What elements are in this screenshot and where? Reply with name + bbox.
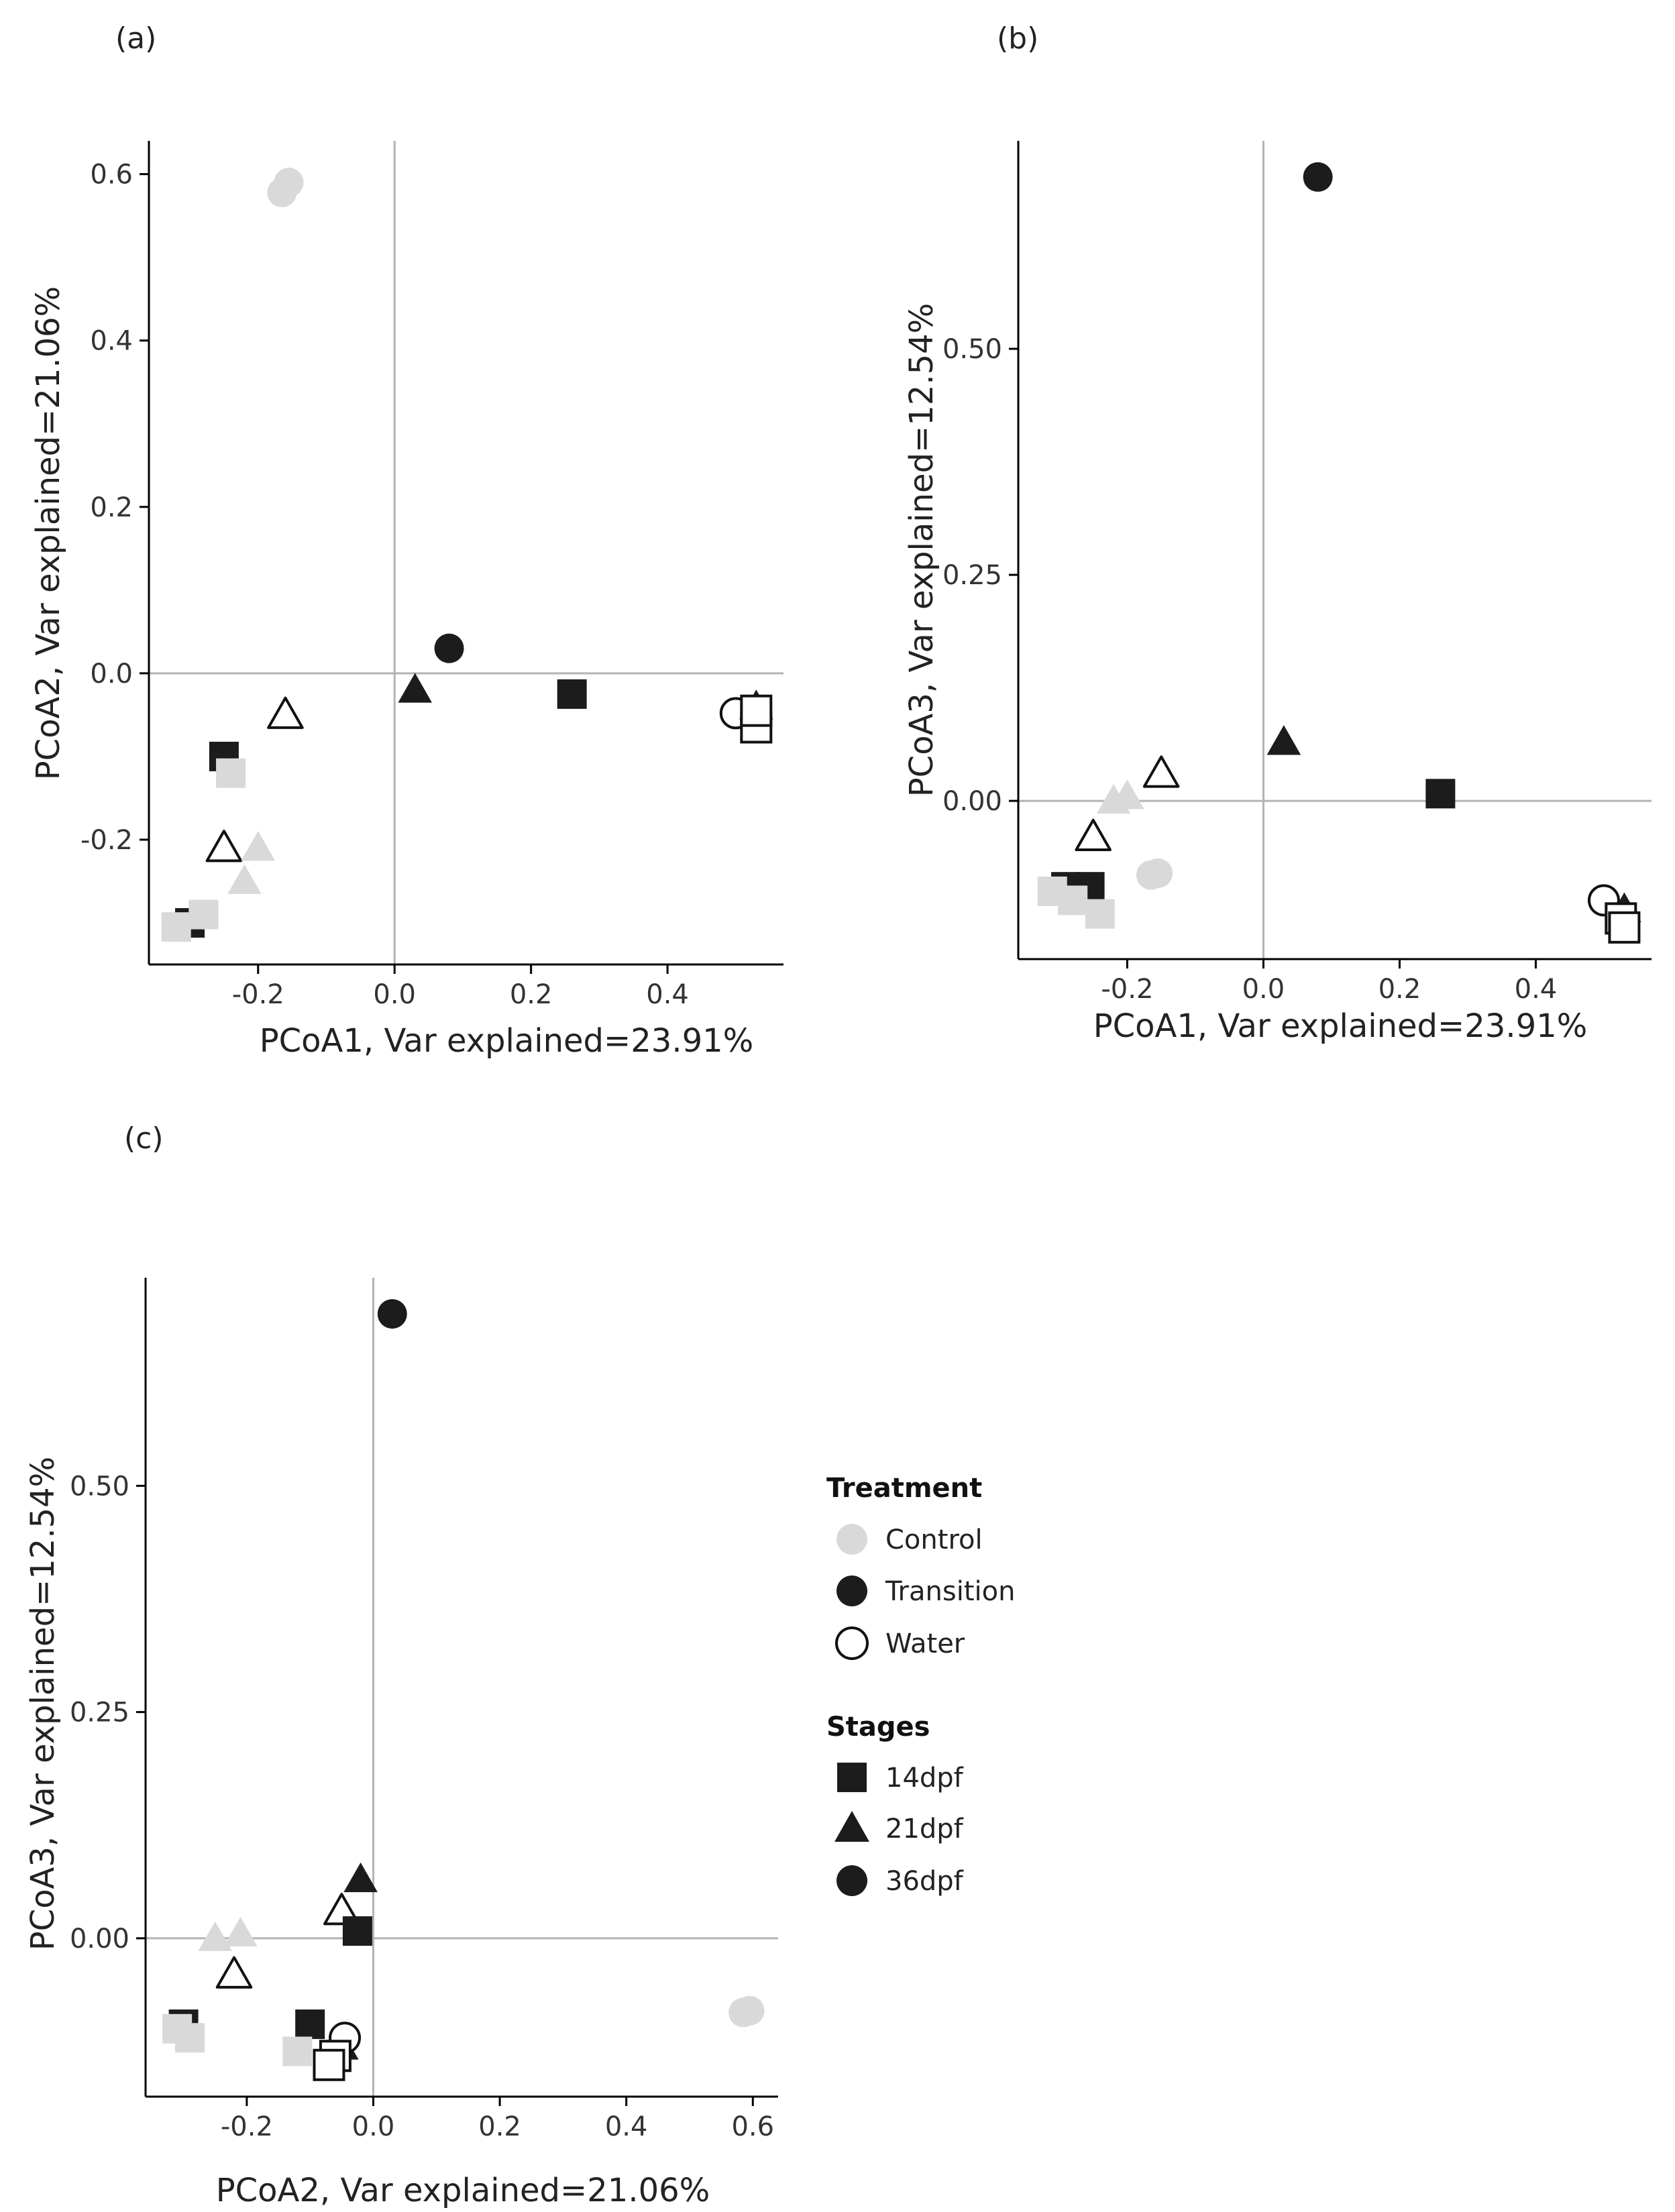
panel-b-x-tick-label: -0.2 [1101,974,1153,1005]
panel-b-x-tick-label: 0.2 [1379,974,1421,1005]
panel-b-point-control-circle [1143,858,1173,888]
legend-item-36dpf: 36dpf [836,1865,964,1897]
panel-a-x-tick-label: 0.4 [646,979,689,1010]
legend-swatch-transition [836,1575,867,1606]
panel-c-x-tick-label: 0.0 [352,2111,395,2142]
panel-b-x-tick-label: 0.0 [1242,974,1285,1005]
panel-a: (a) -0.2 0.0 0.2 0.4 -0.2 0.0 0.2 0.4 0.6 PCoA1,… [30,21,784,1060]
legend-swatch-water [835,1626,869,1660]
panel-c-point-control-square [175,2023,205,2053]
legend-swatch-square [837,1763,867,1792]
panel-c-point-water-square [313,2048,345,2081]
panel-b-y-tick-label: 0.50 [942,334,1002,365]
panel-c-point-control-triangle [223,1916,258,1947]
legend-treatment-title: Treatment [826,1473,982,1504]
panel-b-x-tick-label: 0.4 [1515,974,1558,1005]
panel-b-point-transition-circle [1303,162,1333,192]
panel-c: (c) -0.2 0.0 0.2 0.4 0.6 0.00 0.25 0.50 PCoA2, … [24,1121,778,2209]
panel-b-point-water-triangle [1142,755,1180,788]
panel-a-y-tick-label: 0.6 [90,160,133,190]
legend-item-transition: Transition [836,1575,1015,1607]
panel-a-point-control-circle [274,168,304,198]
panel-c-x-tick-label: 0.6 [731,2111,774,2142]
panel-b-point-control-triangle [1096,783,1131,814]
panel-a-point-control-triangle [241,831,276,861]
legend-item-21dpf: 21dpf [834,1811,964,1844]
panel-a-x-tick-label: 0.2 [510,979,553,1010]
panel-a-x-axis-title: PCoA1, Var explained=23.91% [260,1022,754,1060]
panel-c-x-tick-label: -0.2 [221,2111,273,2142]
panel-a-y-tick-label: 0.2 [90,492,133,523]
panel-a-y-tick-label: 0.0 [90,659,133,689]
panel-c-point-control-square [282,2036,313,2066]
panel-c-y-tick-label: 0.50 [70,1471,129,1502]
panel-c-y-tick-label: 0.00 [70,1924,129,1954]
panel-c-point-transition-square [295,2009,325,2040]
legend-label-transition: Transition [885,1576,1015,1607]
legend-label-21dpf: 21dpf [885,1814,964,1844]
panel-a-point-water-square [740,694,773,727]
panel-c-point-water-triangle [215,1956,253,1989]
panel-b-y-tick-label: 0.25 [942,560,1002,591]
panel-c-y-tick-label: 0.25 [70,1698,129,1728]
legend-item-14dpf: 14dpf [837,1763,964,1793]
panel-c-x-axis-title: PCoA2, Var explained=21.06% [216,2172,710,2209]
panel-a-plot: -0.2 0.0 0.2 0.4 -0.2 0.0 0.2 0.4 0.6 [80,141,784,1010]
legend-label-36dpf: 36dpf [885,1866,964,1897]
legend-item-control: Control [836,1524,983,1555]
panel-a-point-transition-square [557,679,587,709]
panel-a-point-water-triangle [205,830,243,863]
panel-a-x-tick-label: 0.0 [373,979,416,1010]
panel-label-b: (b) [997,21,1038,56]
panel-b-point-water-square [1608,911,1641,944]
panel-c-x-tick-label: 0.2 [478,2111,521,2142]
panel-c-plot: -0.2 0.0 0.2 0.4 0.6 0.00 0.25 0.50 [70,1278,778,2142]
panel-a-point-control-square [161,912,191,942]
legend-item-water: Water [835,1626,965,1660]
panel-b-y-axis-title: PCoA3, Var explained=12.54% [903,303,940,797]
legend-label-14dpf: 14dpf [885,1763,964,1793]
panel-c-point-transition-triangle [343,1862,378,1893]
panel-b-y-tick-label: 0.00 [942,786,1002,817]
panel-c-point-transition-circle [377,1298,407,1329]
panel-b-point-control-square [1085,899,1115,929]
panel-b-point-transition-square [1425,779,1456,809]
panel-c-point-control-triangle [198,1921,233,1951]
panel-label-c: (c) [124,1121,164,1156]
legend-label-water: Water [885,1628,965,1659]
legend-swatch-triangle [834,1811,869,1842]
legend-swatch-control [836,1524,867,1555]
panel-a-y-tick-label: -0.2 [80,825,133,856]
panel-c-y-axis-title: PCoA3, Var explained=12.54% [24,1457,62,1951]
panel-c-point-control-circle [735,1995,765,2026]
panel-c-x-tick-label: 0.4 [605,2111,648,2142]
panel-a-point-water-triangle [267,696,304,729]
panel-b-point-transition-triangle [1266,725,1301,755]
legend-label-control: Control [885,1525,983,1555]
panel-b-point-control-square [1058,885,1088,916]
panel-b: (b) -0.2 0.0 0.2 0.4 0.00 0.25 0.50 PCoA1, Var… [903,21,1652,1045]
legend: Treatment Control Transition Water Stage… [826,1473,1015,1897]
panel-a-point-control-square [216,758,246,788]
panel-a-point-transition-triangle [398,673,433,703]
panel-a-point-control-square [188,899,219,930]
legend-stages-title: Stages [826,1712,930,1743]
panel-label-a: (a) [115,21,156,56]
panel-b-plot: -0.2 0.0 0.2 0.4 0.00 0.25 0.50 [942,141,1652,1005]
legend-swatch-circle [836,1865,867,1896]
panel-a-point-control-triangle [227,864,262,894]
panel-a-x-tick-label: -0.2 [232,979,284,1010]
panel-a-y-axis-title: PCoA2, Var explained=21.06% [30,286,67,781]
panel-b-point-water-triangle [1075,818,1112,851]
panel-b-x-axis-title: PCoA1, Var explained=23.91% [1093,1007,1588,1045]
panel-a-point-transition-circle [434,633,464,663]
panel-a-y-tick-label: 0.4 [90,326,133,357]
panel-c-point-transition-square [342,1916,372,1946]
